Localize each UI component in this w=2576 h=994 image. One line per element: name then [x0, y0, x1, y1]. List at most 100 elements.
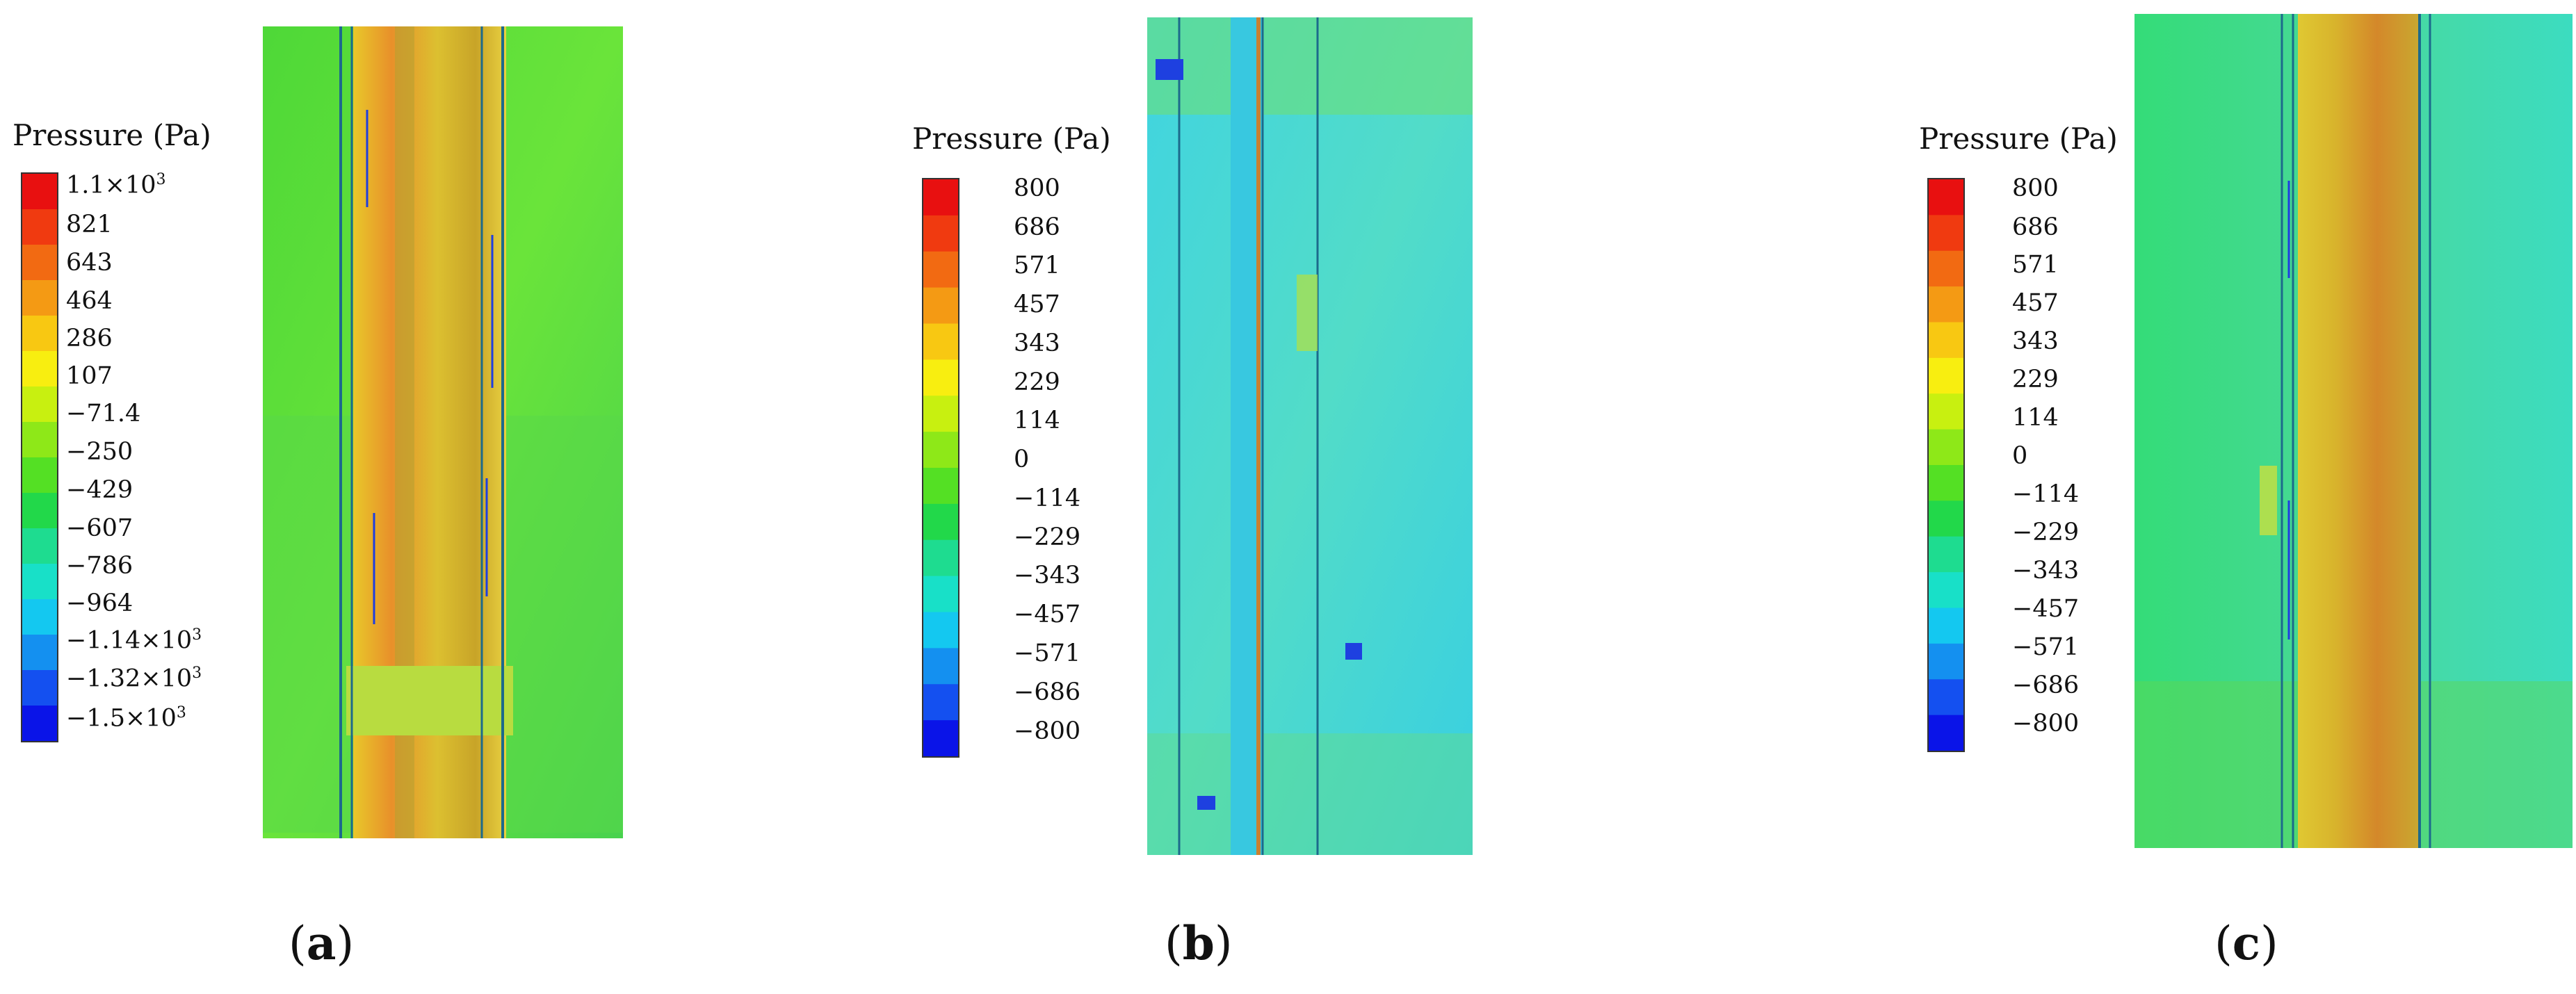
- colorbar-band: [22, 174, 57, 210]
- colorbar-band: [1929, 286, 1963, 323]
- colorbar-band: [923, 648, 958, 685]
- colorbar-band: [923, 612, 958, 649]
- tick-label: −571: [2012, 633, 2080, 661]
- tick-label: 571: [1014, 252, 1060, 279]
- panel-caption: (a): [289, 916, 355, 970]
- tick-label: −607: [66, 514, 133, 542]
- tick-label: −457: [1014, 601, 1081, 628]
- colorbar-band: [923, 468, 958, 505]
- tick-label: −571: [1014, 639, 1081, 667]
- colorbar-band: [923, 287, 958, 325]
- pressure-field-plot: [2134, 14, 2573, 848]
- colorbar-band: [22, 599, 57, 635]
- tick-label: 343: [1014, 329, 1060, 357]
- legend-title: Pressure (Pa): [912, 122, 1111, 156]
- colorbar-band: [22, 316, 57, 352]
- tick-label: 643: [66, 249, 113, 277]
- tick-label: −71.4: [66, 400, 141, 427]
- colorbar-band: [22, 564, 57, 600]
- colorbar-band: [1929, 393, 1963, 430]
- colorbar-band: [1929, 215, 1963, 252]
- colorbar-band: [22, 209, 57, 245]
- colorbar-band: [1929, 250, 1963, 287]
- tick-label: −800: [2012, 710, 2080, 738]
- colorbar-band: [1929, 608, 1963, 644]
- colorbar: [922, 178, 959, 758]
- tick-label: −229: [1014, 523, 1081, 551]
- panel-caption: (b): [1165, 916, 1233, 970]
- colorbar-band: [22, 706, 57, 741]
- tick-label: 114: [2012, 404, 2059, 432]
- tick-label: 457: [1014, 291, 1060, 318]
- colorbar-band: [1929, 429, 1963, 466]
- tick-label: −114: [1014, 484, 1081, 512]
- colorbar-band: [1929, 715, 1963, 751]
- colorbar-band: [923, 539, 958, 577]
- pressure-field-plot: [1147, 17, 1473, 855]
- panel-a: Pressure (Pa) 1.1×103 821 643 464 286 10…: [0, 0, 695, 994]
- colorbar-band: [923, 359, 958, 396]
- colorbar-band: [923, 503, 958, 541]
- colorbar-band: [923, 323, 958, 360]
- tick-label: 464: [66, 287, 113, 315]
- tick-label: 821: [66, 211, 113, 238]
- colorbar-band: [1929, 357, 1963, 394]
- tick-label: −250: [66, 438, 133, 466]
- tick-label: 1.1×103: [66, 171, 166, 199]
- tick-label: −114: [2012, 480, 2080, 508]
- panel-b: Pressure (Pa) 800 686 571 457 343 229 11…: [869, 0, 1564, 994]
- legend-title: Pressure (Pa): [1919, 122, 2118, 156]
- tick-label: −800: [1014, 717, 1081, 745]
- colorbar-band: [923, 432, 958, 469]
- colorbar-band: [1929, 322, 1963, 359]
- tick-label: −964: [66, 589, 133, 617]
- tick-label: −429: [66, 476, 133, 504]
- colorbar-band: [22, 280, 57, 316]
- colorbar-band: [22, 457, 57, 494]
- tick-label: −1.5×103: [66, 704, 186, 733]
- tick-label: −457: [2012, 595, 2080, 623]
- tick-label: 800: [1014, 174, 1060, 202]
- tick-label: 571: [2012, 251, 2059, 279]
- tick-label: −1.32×103: [66, 665, 202, 693]
- tick-label: 457: [2012, 289, 2059, 317]
- colorbar-band: [22, 422, 57, 458]
- panel-caption: (c): [2214, 916, 2278, 970]
- colorbar-band: [1929, 465, 1963, 501]
- tick-label: 686: [1014, 213, 1060, 241]
- colorbar-band: [1929, 536, 1963, 573]
- colorbar-band: [923, 251, 958, 288]
- colorbar: [21, 172, 58, 742]
- colorbar-band: [923, 684, 958, 721]
- tick-label: −343: [1014, 562, 1081, 589]
- colorbar-band: [923, 720, 958, 756]
- colorbar-band: [22, 670, 57, 706]
- pressure-field-plot: [263, 26, 623, 838]
- tick-label: −229: [2012, 519, 2080, 546]
- tick-label: −1.14×103: [66, 626, 202, 655]
- tick-label: 286: [66, 325, 113, 352]
- pressure-field-render: [2134, 14, 2573, 848]
- tick-label: 800: [2012, 174, 2059, 202]
- colorbar-band: [1929, 572, 1963, 609]
- tick-label: −343: [2012, 557, 2080, 585]
- panel-c: Pressure (Pa) 800 686 571 457 343 229 11…: [1877, 0, 2576, 994]
- colorbar-band: [22, 493, 57, 529]
- colorbar-band: [22, 386, 57, 423]
- colorbar-band: [1929, 179, 1963, 215]
- tick-label: −686: [2012, 671, 2080, 699]
- tick-label: 686: [2012, 213, 2059, 241]
- tick-label: 229: [1014, 368, 1060, 396]
- colorbar: [1927, 178, 1965, 752]
- tick-label: 0: [2012, 442, 2028, 470]
- tick-label: 107: [66, 362, 113, 390]
- legend-title: Pressure (Pa): [13, 118, 211, 152]
- colorbar-band: [923, 179, 958, 216]
- colorbar-band: [923, 215, 958, 252]
- colorbar-band: [1929, 500, 1963, 537]
- tick-label: −786: [66, 552, 133, 580]
- tick-label: 0: [1014, 446, 1030, 473]
- pressure-field-render: [1147, 17, 1473, 855]
- colorbar-band: [22, 245, 57, 281]
- colorbar-band: [1929, 679, 1963, 716]
